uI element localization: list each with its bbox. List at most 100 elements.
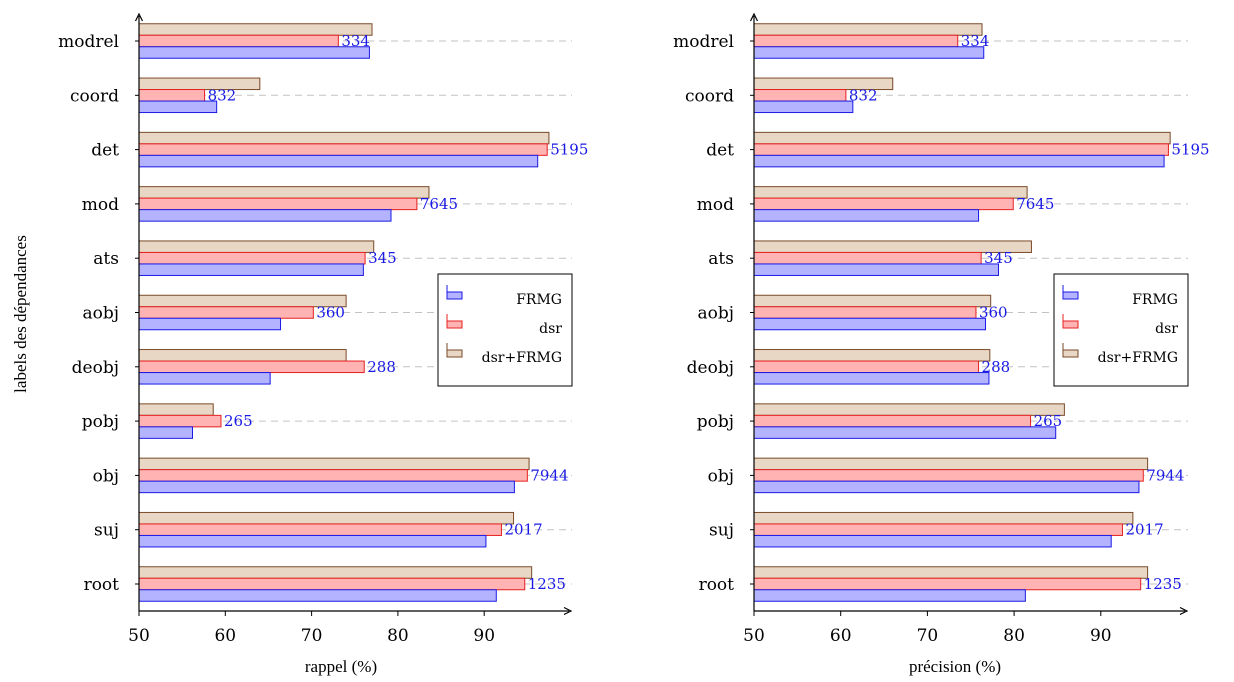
x-tick-label: 80 bbox=[1003, 626, 1025, 646]
bar bbox=[138, 480, 515, 494]
count-label: 7944 bbox=[1146, 466, 1184, 484]
legend-label: FRMG bbox=[516, 292, 562, 308]
x-axis-arrow bbox=[1179, 606, 1189, 616]
bar bbox=[753, 534, 1112, 548]
count-label: 1235 bbox=[1144, 575, 1182, 593]
x-tick-label: 90 bbox=[1090, 626, 1112, 646]
bar bbox=[138, 240, 375, 253]
category-label: root bbox=[84, 575, 120, 595]
bar bbox=[138, 469, 528, 482]
count-label: 7645 bbox=[1016, 195, 1054, 213]
x-axis-arrow bbox=[563, 606, 573, 616]
x-tick-label: 80 bbox=[387, 626, 409, 646]
bar bbox=[753, 372, 990, 385]
legend-swatch bbox=[1062, 320, 1079, 329]
count-label: 288 bbox=[982, 358, 1011, 376]
count-label: 360 bbox=[979, 304, 1008, 322]
category-label: modrel bbox=[673, 32, 734, 52]
x-axis-label: précision (%) bbox=[909, 657, 1001, 676]
bar bbox=[753, 469, 1144, 482]
bar bbox=[753, 154, 1165, 168]
bar bbox=[753, 46, 985, 59]
legend-swatch bbox=[446, 320, 463, 329]
legend-label: FRMG bbox=[1132, 292, 1178, 308]
count-label: 5195 bbox=[1171, 141, 1209, 159]
recall-chart: 334 832 5195 7645 345 360 288 265 7944 2017 1235 mo… bbox=[58, 12, 588, 676]
bar bbox=[138, 589, 497, 602]
x-tick-label: 90 bbox=[473, 626, 495, 646]
bar bbox=[753, 294, 992, 308]
count-label: 2017 bbox=[504, 521, 542, 539]
legend-label: dsr bbox=[1155, 321, 1178, 337]
x-tick-label: 70 bbox=[301, 626, 323, 646]
bar bbox=[138, 534, 487, 548]
x-tick-label: 60 bbox=[214, 626, 236, 646]
category-label: suj bbox=[709, 521, 734, 541]
count-label: 265 bbox=[224, 412, 253, 430]
bar bbox=[753, 523, 1123, 536]
bar bbox=[138, 372, 271, 385]
category-label: obj bbox=[708, 466, 734, 486]
category-label: mod bbox=[82, 195, 119, 215]
count-label: 345 bbox=[368, 249, 397, 267]
bar bbox=[753, 34, 959, 48]
x-axis-label: rappel (%) bbox=[305, 657, 377, 676]
category-label: aobj bbox=[697, 304, 734, 324]
bar bbox=[138, 426, 194, 439]
category-label: pobj bbox=[82, 412, 119, 432]
bar bbox=[753, 186, 1028, 199]
precision-chart: 334 832 5195 7645 345 360 288 265 7944 2017 1235 mo… bbox=[673, 12, 1210, 676]
x-tick-label: 70 bbox=[917, 626, 939, 646]
bar bbox=[138, 566, 533, 579]
count-label: 832 bbox=[208, 86, 237, 104]
bar bbox=[138, 34, 339, 48]
count-label: 5195 bbox=[550, 141, 588, 159]
category-label: ats bbox=[93, 249, 119, 269]
bar bbox=[138, 294, 347, 308]
legend-label: dsr+FRMG bbox=[482, 350, 562, 366]
y-axis-label: labels des dépendances bbox=[11, 235, 30, 393]
count-label: 334 bbox=[341, 32, 370, 50]
x-tick-label: 50 bbox=[743, 626, 765, 646]
legend-label: dsr bbox=[539, 321, 562, 337]
bar bbox=[138, 46, 370, 59]
bar bbox=[138, 263, 364, 276]
bar bbox=[753, 23, 983, 36]
bar bbox=[753, 589, 1026, 602]
bar bbox=[753, 100, 854, 114]
legend-swatch bbox=[446, 349, 463, 358]
bar bbox=[138, 317, 282, 331]
bar bbox=[138, 414, 222, 428]
count-label: 334 bbox=[961, 32, 990, 50]
count-label: 345 bbox=[984, 249, 1013, 267]
bar bbox=[138, 457, 530, 471]
x-tick-label: 50 bbox=[128, 626, 150, 646]
category-label: suj bbox=[94, 521, 119, 541]
category-label: coord bbox=[70, 86, 119, 106]
bar bbox=[753, 480, 1140, 494]
category-label: aobj bbox=[82, 304, 119, 324]
bar bbox=[753, 197, 1014, 211]
count-label: 360 bbox=[316, 304, 345, 322]
bar bbox=[138, 511, 515, 525]
bar bbox=[753, 251, 982, 265]
bar bbox=[753, 317, 986, 331]
bar bbox=[753, 306, 977, 319]
bar bbox=[753, 511, 1134, 525]
bar bbox=[753, 131, 1171, 145]
category-label: root bbox=[699, 575, 735, 595]
bar bbox=[138, 154, 539, 168]
category-label: mod bbox=[697, 195, 734, 215]
bar bbox=[753, 403, 1065, 416]
bar bbox=[753, 209, 980, 222]
category-label: deobj bbox=[72, 358, 119, 378]
bar bbox=[753, 457, 1149, 471]
bar bbox=[753, 263, 999, 276]
bar bbox=[138, 251, 366, 265]
category-label: coord bbox=[685, 86, 734, 106]
bar bbox=[753, 143, 1169, 156]
bar bbox=[138, 197, 418, 211]
category-label: ats bbox=[708, 249, 734, 269]
bar bbox=[138, 306, 314, 319]
